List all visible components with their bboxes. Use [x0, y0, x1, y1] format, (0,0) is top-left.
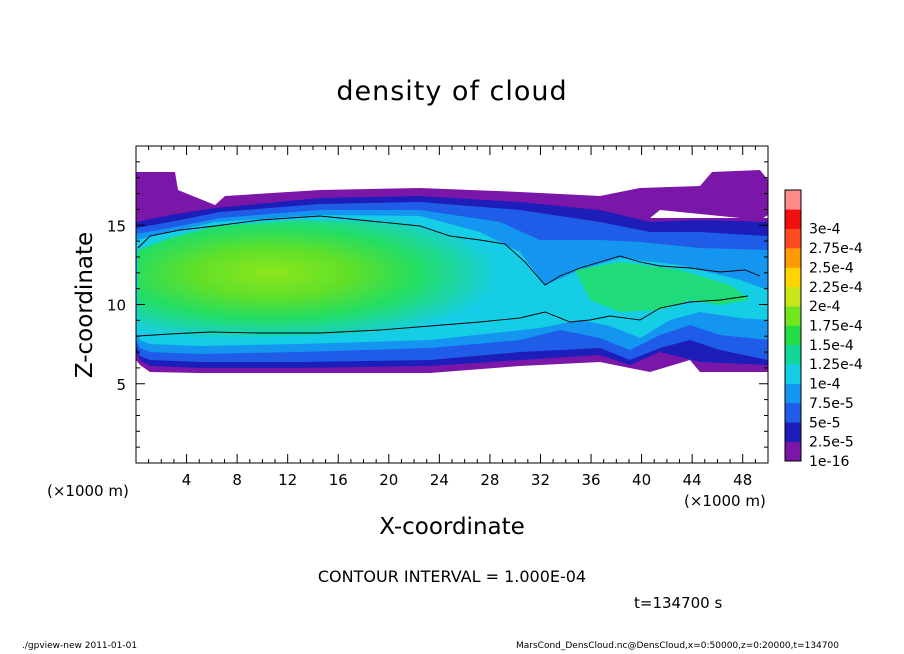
y-tick-label: 10 [107, 297, 126, 315]
contour-line [137, 215, 761, 337]
chart-title: density of cloud [336, 76, 568, 107]
colorbar-swatch [785, 325, 801, 346]
x-ticks: 4 8 12 16 20 24 28 32 36 40 44 48 [148, 146, 756, 489]
x-tick-label: 36 [581, 471, 600, 489]
colorbar-label: 1e-16 [809, 454, 849, 470]
y-tick-label: 5 [116, 376, 126, 394]
colorbar-label: 2.75e-4 [809, 241, 863, 257]
x-tick-label: 48 [733, 471, 752, 489]
density-field [136, 170, 768, 373]
colorbar-swatch [785, 422, 801, 442]
colorbar-label: 7.5e-5 [809, 396, 854, 412]
x-axis-label: X-coordinate [379, 514, 525, 540]
x-tick-label: 44 [683, 471, 702, 489]
x-unit-left: (×1000 m) [47, 482, 129, 500]
x-tick-label: 24 [430, 471, 449, 489]
x-tick-label: 4 [182, 471, 192, 489]
colorbar-swatch [785, 286, 801, 307]
x-tick-label: 28 [480, 471, 499, 489]
colorbar-label: 1.5e-4 [809, 338, 854, 354]
y-tick-label: 15 [107, 217, 126, 235]
colorbar-swatch [785, 306, 801, 326]
colorbar-swatch [785, 344, 801, 365]
colorbar-label: 5e-5 [809, 415, 840, 431]
colorbar-swatch [785, 267, 801, 288]
colorbar-swatch [785, 402, 801, 423]
colorbar-label: 2e-4 [809, 299, 841, 315]
colorbar-label: 2.5e-5 [809, 435, 854, 451]
colorbar-swatch [785, 190, 801, 210]
colorbar-swatch [785, 209, 801, 230]
colorbar-label: 1.75e-4 [809, 319, 863, 335]
colorbar-label: 2.5e-4 [809, 260, 854, 276]
time-label: t=134700 s [634, 594, 723, 612]
footer-right-text: MarsCond_DensCloud.nc@DensCloud,x=0:5000… [516, 641, 839, 651]
x-tick-label: 16 [329, 471, 348, 489]
x-tick-label: 12 [278, 471, 297, 489]
x-tick-label: 20 [379, 471, 398, 489]
x-tick-label: 32 [531, 471, 550, 489]
footer-left-text: ./gpview-new 2011-01-01 [22, 641, 138, 651]
x-unit-right: (×1000 m) [684, 492, 766, 510]
colorbar-label: 1e-4 [809, 377, 841, 393]
colorbar: 1e-16 2.5e-5 5e-5 7.5e-5 1e-4 1.25e-4 1.5e-4 1.… [784, 189, 863, 470]
x-tick-label: 40 [632, 471, 651, 489]
colorbar-swatch [785, 364, 801, 384]
contour-interval-text: CONTOUR INTERVAL = 1.000E-04 [317, 567, 587, 586]
colorbar-label: 2.25e-4 [809, 280, 863, 296]
colorbar-frame [784, 189, 802, 462]
y-axis-label: Z-coordinate [72, 231, 98, 379]
x-tick-label: 8 [232, 471, 242, 489]
y-ticks: 5 10 15 [107, 161, 768, 448]
colorbar-label: 3e-4 [809, 222, 841, 238]
colorbar-swatch [785, 228, 801, 249]
colorbar-label: 1.25e-4 [809, 357, 863, 373]
colorbar-swatch [785, 383, 801, 404]
colorbar-swatch [785, 441, 801, 462]
colorbar-swatch [785, 248, 801, 268]
